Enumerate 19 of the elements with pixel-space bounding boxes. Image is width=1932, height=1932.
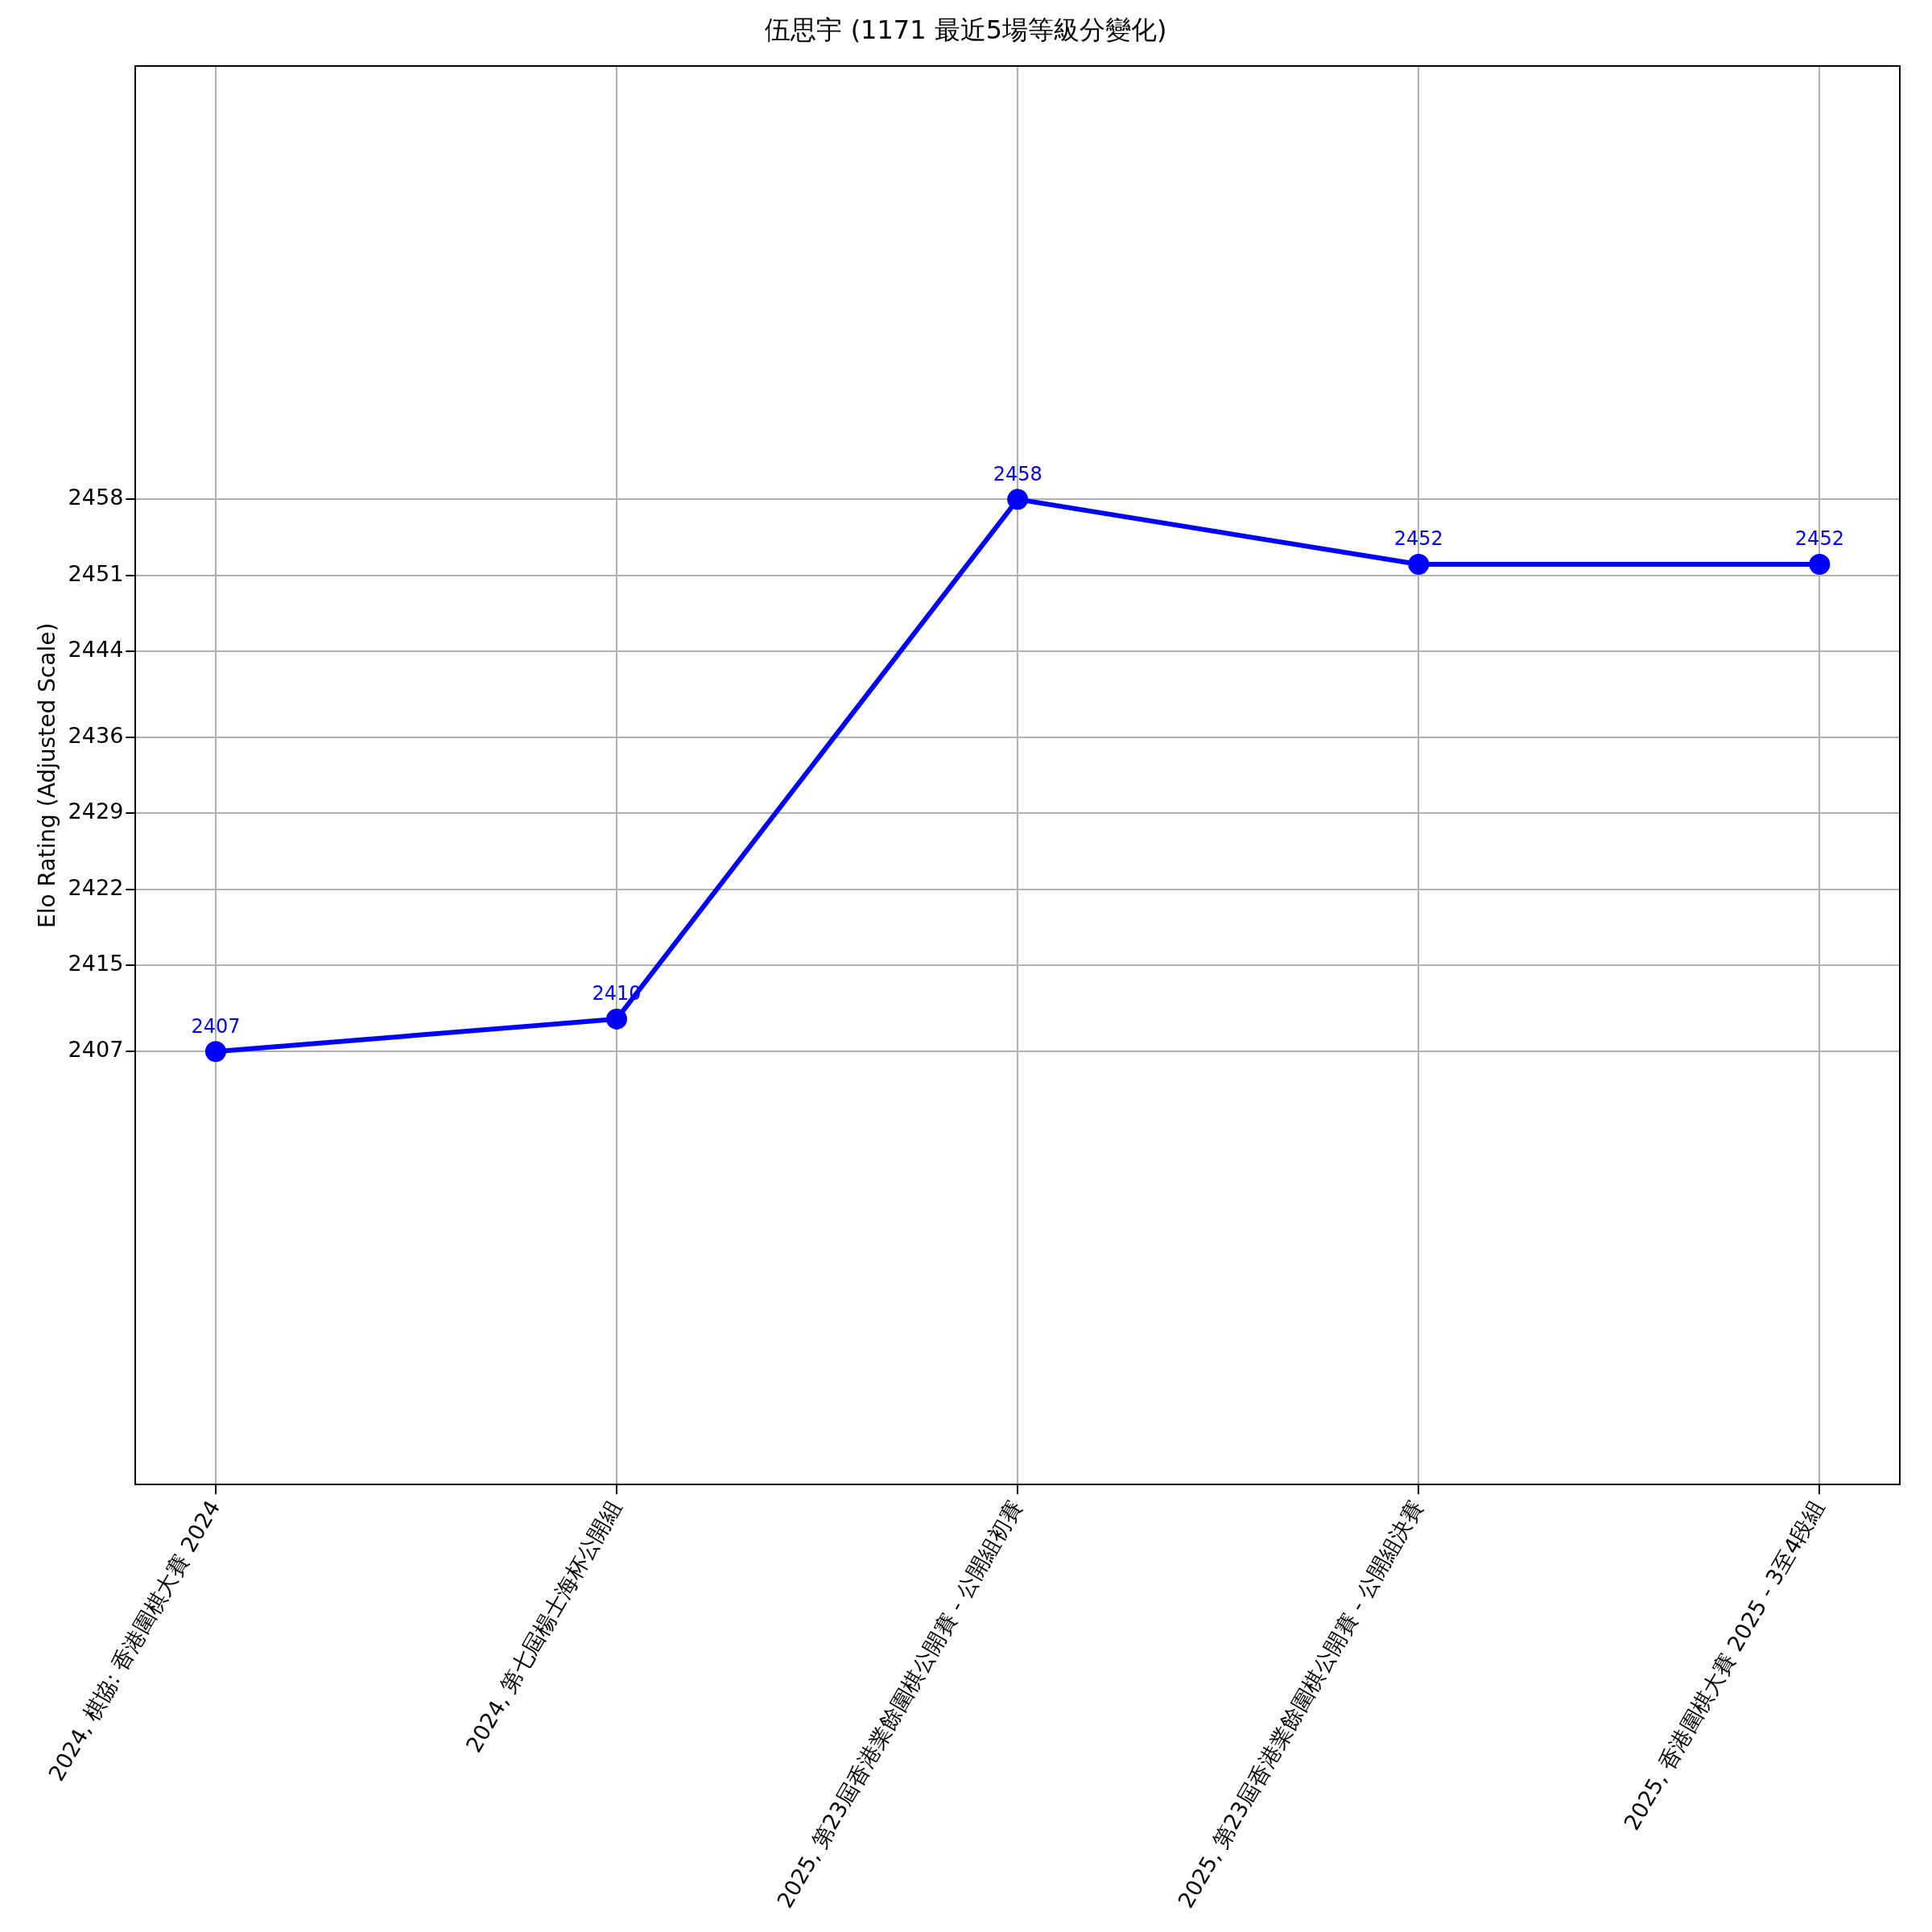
- point: [606, 1008, 628, 1030]
- y-tick-label: 2444: [68, 636, 124, 662]
- y-tick-label: 2429: [68, 799, 124, 824]
- point: [1809, 554, 1831, 576]
- y-tick-label: 2407: [68, 1037, 124, 1063]
- y-tick-label: 2415: [68, 950, 124, 976]
- chart-title: 伍思宇 (1171 最近5場等級分變化): [765, 14, 1167, 45]
- y-axis-title: Elo Rating (Adjusted Scale): [34, 622, 61, 928]
- data-label: 2458: [993, 462, 1042, 485]
- data-label: 2452: [1794, 527, 1844, 551]
- data-label: 2452: [1393, 527, 1443, 551]
- y-tick-label: 2422: [68, 874, 124, 900]
- y-tick-label: 2458: [68, 485, 124, 510]
- point: [204, 1041, 226, 1063]
- point: [1007, 489, 1029, 510]
- y-tick-label: 2436: [68, 723, 124, 749]
- y-tick-label: 2451: [68, 560, 124, 586]
- point: [1408, 554, 1430, 576]
- data-label: 2407: [191, 1014, 241, 1038]
